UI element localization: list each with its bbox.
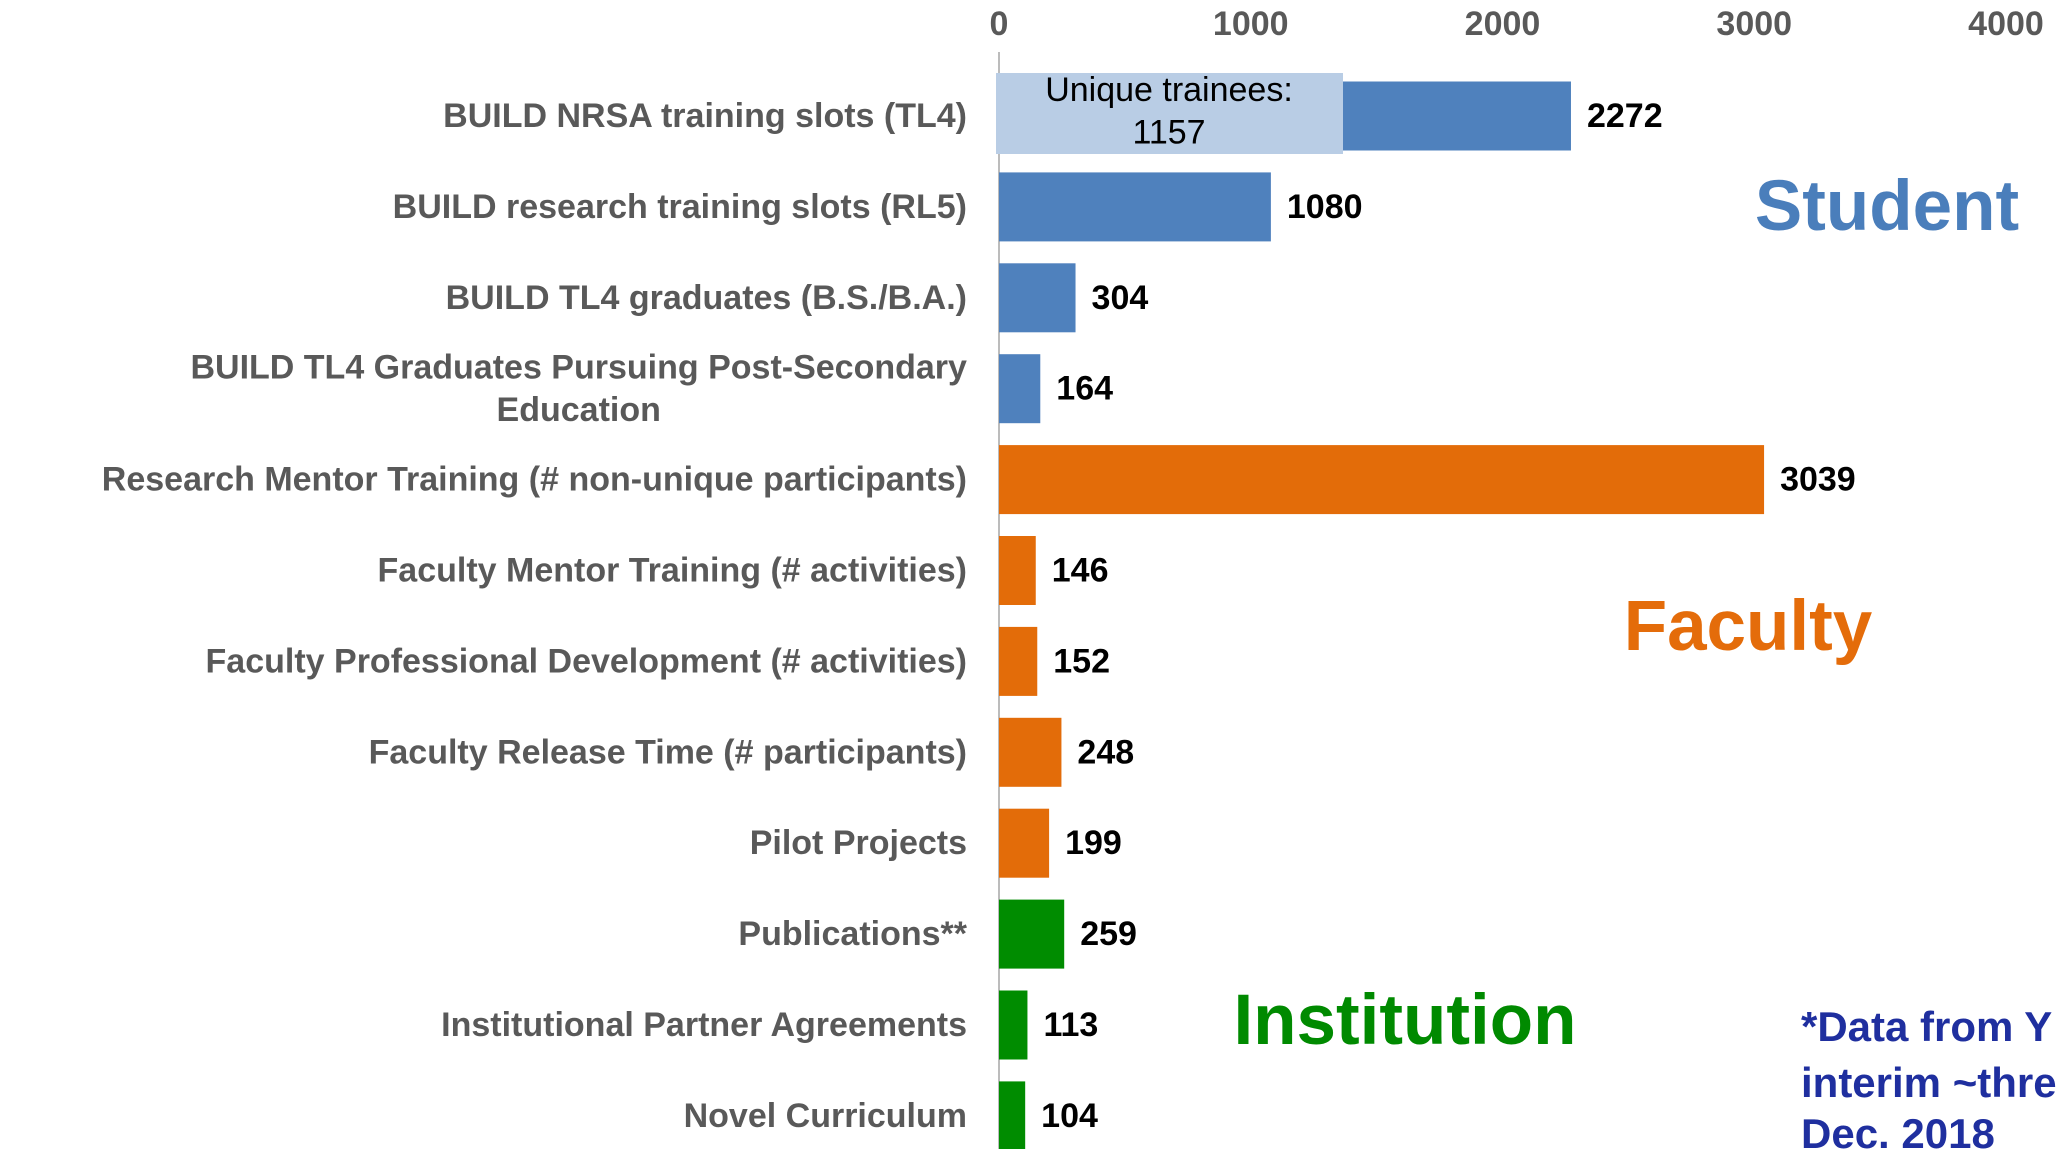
value-label: 3039 xyxy=(1780,461,1856,499)
bar xyxy=(999,1081,1026,1149)
x-tick-label: 0 xyxy=(990,5,1009,43)
y-tick-label: BUILD TL4 graduates (B.S./B.A.) xyxy=(446,279,967,317)
note: interim ~thre xyxy=(1801,1059,2057,1106)
y-tick-label: Pilot Projects xyxy=(750,824,967,862)
y-tick-label: Faculty Professional Development (# acti… xyxy=(206,642,967,680)
y-tick-label: Faculty Release Time (# participants) xyxy=(369,733,967,771)
y-tick-label: BUILD TL4 Graduates Pursuing Post-Second… xyxy=(190,348,967,429)
y-tick-label: Publications** xyxy=(738,915,967,953)
value-label: 104 xyxy=(1041,1097,1098,1135)
x-tick-label: 1000 xyxy=(1213,5,1289,43)
y-tick-label: Novel Curriculum xyxy=(684,1097,967,1135)
bar xyxy=(999,808,1050,878)
bar xyxy=(999,626,1038,696)
value-label: 248 xyxy=(1077,733,1134,771)
value-label: 146 xyxy=(1052,551,1109,589)
y-tick-label: BUILD NRSA training slots (TL4) xyxy=(443,97,967,135)
y-tick-label: Research Mentor Training (# non-unique p… xyxy=(102,461,967,499)
value-label: 2272 xyxy=(1587,97,1663,135)
y-tick-label: BUILD research training slots (RL5) xyxy=(393,188,967,226)
callout-text: Unique trainees: 1157 xyxy=(1045,71,1293,152)
value-label: 1080 xyxy=(1287,188,1363,226)
bar xyxy=(999,536,1036,605)
value-label: 259 xyxy=(1080,915,1137,953)
bar xyxy=(999,899,1065,969)
y-tick-label: Faculty Mentor Training (# activities) xyxy=(378,551,967,589)
x-tick-label: 2000 xyxy=(1465,5,1541,43)
y-tick-label: Institutional Partner Agreements xyxy=(441,1006,967,1044)
value-label: 152 xyxy=(1053,642,1110,680)
bar xyxy=(999,717,1062,787)
bar xyxy=(999,990,1028,1060)
value-label: 113 xyxy=(1043,1006,1098,1044)
group-label: Institution xyxy=(1233,981,1576,1060)
group-label: Student xyxy=(1755,167,2019,246)
bar xyxy=(999,172,1271,242)
bar xyxy=(999,263,1076,333)
value-label: 164 xyxy=(1056,370,1113,408)
bar xyxy=(999,354,1041,424)
x-tick-label: 3000 xyxy=(1716,5,1792,43)
group-label: Faculty xyxy=(1624,587,1873,666)
note: Dec. 2018 xyxy=(1801,1110,1995,1149)
x-tick-label: 4000 xyxy=(1968,5,2044,43)
value-label: 304 xyxy=(1092,279,1149,317)
value-label: 199 xyxy=(1065,824,1122,862)
note: *Data from Y xyxy=(1801,1003,2052,1050)
bar xyxy=(999,445,1765,515)
callout-box xyxy=(996,73,1343,154)
